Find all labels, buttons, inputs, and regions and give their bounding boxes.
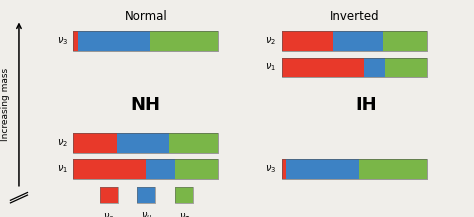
- Text: $\nu_2$: $\nu_2$: [265, 35, 276, 47]
- Bar: [282, 31, 333, 51]
- Text: $\nu_3$: $\nu_3$: [265, 163, 276, 175]
- Bar: [174, 159, 218, 179]
- Bar: [137, 187, 155, 203]
- Bar: [73, 133, 117, 153]
- Text: $\nu_1$: $\nu_1$: [265, 61, 276, 73]
- Text: $\nu_1$: $\nu_1$: [57, 163, 68, 175]
- Text: $\nu_e$: $\nu_e$: [103, 211, 114, 217]
- Bar: [137, 187, 155, 203]
- Text: $\nu_3$: $\nu_3$: [56, 35, 68, 47]
- Bar: [365, 58, 385, 77]
- Bar: [333, 31, 383, 51]
- Bar: [146, 159, 174, 179]
- Bar: [73, 133, 218, 153]
- Bar: [100, 187, 118, 203]
- Bar: [286, 159, 359, 179]
- Bar: [78, 31, 150, 51]
- Bar: [73, 159, 218, 179]
- Bar: [175, 187, 193, 203]
- Bar: [282, 58, 365, 77]
- Bar: [169, 133, 218, 153]
- Bar: [100, 187, 118, 203]
- Text: $\nu_2$: $\nu_2$: [57, 137, 68, 149]
- Bar: [385, 58, 427, 77]
- Bar: [73, 31, 218, 51]
- Text: Inverted: Inverted: [329, 10, 379, 23]
- Text: $\nu_\mu$: $\nu_\mu$: [141, 211, 152, 217]
- Text: $\nu_\tau$: $\nu_\tau$: [179, 211, 190, 217]
- Bar: [359, 159, 427, 179]
- Bar: [150, 31, 218, 51]
- Text: NH: NH: [131, 96, 161, 114]
- Bar: [282, 31, 427, 51]
- Text: Normal: Normal: [124, 10, 167, 23]
- Bar: [383, 31, 427, 51]
- Bar: [175, 187, 193, 203]
- Bar: [282, 159, 427, 179]
- Text: IH: IH: [356, 96, 377, 114]
- Text: Increasing mass: Increasing mass: [1, 68, 10, 141]
- Bar: [117, 133, 169, 153]
- Bar: [73, 31, 78, 51]
- Bar: [282, 58, 427, 77]
- Bar: [282, 159, 286, 179]
- Bar: [73, 159, 146, 179]
